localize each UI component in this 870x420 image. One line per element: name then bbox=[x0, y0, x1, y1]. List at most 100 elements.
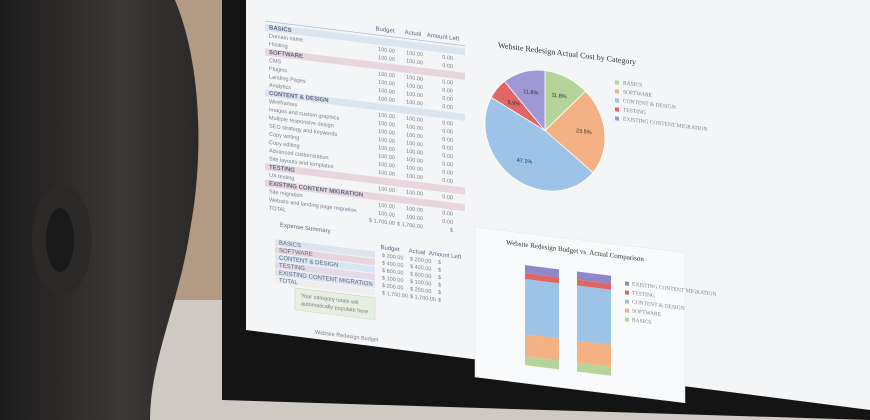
summary-cell: $ bbox=[438, 267, 441, 273]
cell: 100.00 bbox=[406, 173, 423, 181]
summary-cell: $ bbox=[438, 275, 441, 281]
cell: 0.00 bbox=[442, 79, 453, 86]
legend-label: SOFTWARE bbox=[632, 309, 662, 319]
cell: 100.00 bbox=[406, 149, 423, 157]
cell: 0.00 bbox=[442, 55, 453, 62]
note-box bbox=[294, 287, 376, 321]
cell: 100.00 bbox=[406, 165, 423, 173]
row-label: Site migration bbox=[269, 189, 303, 199]
cell: 100.00 bbox=[378, 162, 395, 170]
bar-segment bbox=[525, 334, 559, 361]
cell: 0.00 bbox=[442, 137, 453, 144]
screen bbox=[246, 0, 870, 410]
cell: 0.00 bbox=[442, 145, 453, 152]
summary-cell: TOTAL bbox=[279, 278, 298, 286]
cell: 100.00 bbox=[406, 58, 423, 66]
cell: 100.00 bbox=[378, 186, 395, 194]
cell: 100.00 bbox=[406, 116, 423, 124]
cell: 0.00 bbox=[442, 120, 453, 127]
cell: 100.00 bbox=[406, 206, 423, 214]
summary-cell: $ 200.00 bbox=[382, 253, 403, 262]
cell: 100.00 bbox=[406, 99, 423, 107]
bar-segment bbox=[525, 265, 559, 278]
legend-label: BASICS bbox=[632, 318, 651, 326]
cell: 100.00 bbox=[406, 83, 423, 91]
summary-band bbox=[275, 246, 375, 266]
legend-swatch bbox=[625, 299, 629, 304]
summary-header: Amount Left bbox=[429, 251, 462, 261]
cell: 0.00 bbox=[442, 169, 453, 176]
cell: 0.00 bbox=[442, 96, 453, 103]
legend-label: BASICS bbox=[623, 80, 642, 88]
pie-label: 47.1% bbox=[517, 158, 533, 166]
section-band bbox=[265, 89, 465, 121]
legend-swatch bbox=[615, 80, 619, 85]
summary-cell: $ 200.00 bbox=[410, 256, 431, 265]
summary-cell: $ 400.00 bbox=[382, 261, 403, 270]
row-label: CMS bbox=[269, 58, 282, 66]
summary-cell: $ 800.00 bbox=[382, 268, 403, 277]
summary-band bbox=[275, 261, 375, 281]
pie-label: 5.9% bbox=[508, 100, 521, 108]
legend-label: TESTING bbox=[623, 107, 646, 116]
legend-swatch bbox=[625, 281, 629, 286]
row-label: TESTING bbox=[269, 165, 295, 174]
cell: 100.00 bbox=[378, 137, 395, 145]
bar-segment bbox=[525, 356, 559, 370]
row-label: Copy editing bbox=[269, 140, 300, 150]
section-band bbox=[265, 163, 465, 195]
summary-cell: SOFTWARE bbox=[279, 248, 313, 258]
summary-header: Actual bbox=[409, 248, 426, 256]
summary-cell: TESTING bbox=[279, 263, 305, 272]
cell: 100.00 bbox=[406, 190, 423, 198]
legend-label: SOFTWARE bbox=[623, 89, 653, 99]
cell: 100.00 bbox=[406, 124, 423, 132]
summary-cell: $ 1,700.00 bbox=[410, 294, 436, 303]
summary-header: Budget bbox=[380, 245, 399, 253]
cell: 100.00 bbox=[378, 47, 395, 55]
cell: 0.00 bbox=[442, 63, 453, 70]
cell: $ 1,700.00 bbox=[369, 218, 395, 227]
column-header: Budget bbox=[375, 26, 394, 34]
cell: 100.00 bbox=[378, 145, 395, 153]
bar-segment bbox=[577, 362, 611, 376]
row-label: Plugins bbox=[269, 66, 287, 74]
cell: 0.00 bbox=[442, 194, 453, 201]
row-label: Copy writing bbox=[269, 132, 299, 142]
pie-label: 23.5% bbox=[576, 128, 592, 136]
section-band bbox=[265, 179, 465, 212]
pie-slice bbox=[503, 69, 546, 132]
bar-segment bbox=[577, 285, 611, 345]
summary-cell: $ bbox=[438, 290, 441, 296]
cell: 100.00 bbox=[378, 80, 395, 88]
pie-label: 11.8% bbox=[552, 93, 567, 101]
row-label: BASICS bbox=[269, 25, 292, 34]
summary-cell: $ 1,700.00 bbox=[382, 291, 408, 300]
summary-cell: $ 100.00 bbox=[382, 276, 403, 285]
row-label: TOTAL bbox=[269, 206, 286, 214]
cell: 100.00 bbox=[406, 214, 423, 222]
summary-cell: BASICS bbox=[279, 241, 301, 250]
summary-cell: $ 100.00 bbox=[410, 279, 431, 288]
row-label: Hosting bbox=[269, 42, 288, 50]
row-label: Wireframes bbox=[269, 99, 297, 108]
summary-cell: $ bbox=[438, 297, 441, 303]
row-label: Landing Pages bbox=[269, 74, 306, 85]
legend-swatch bbox=[625, 290, 629, 295]
cell: 100.00 bbox=[378, 211, 395, 219]
summary-cell: $ 200.00 bbox=[410, 286, 431, 295]
person-head bbox=[0, 0, 199, 420]
legend-label: TESTING bbox=[632, 291, 655, 300]
cell: 100.00 bbox=[378, 170, 395, 178]
cell: 0.00 bbox=[442, 210, 453, 217]
cell: 100.00 bbox=[406, 132, 423, 140]
cell: 100.00 bbox=[378, 88, 395, 96]
cell: 0.00 bbox=[442, 153, 453, 160]
cell: 100.00 bbox=[406, 157, 423, 165]
pie-slice bbox=[544, 90, 606, 174]
legend-swatch bbox=[615, 89, 619, 94]
cell: 100.00 bbox=[378, 112, 395, 120]
summary-cell: $ bbox=[438, 260, 441, 266]
